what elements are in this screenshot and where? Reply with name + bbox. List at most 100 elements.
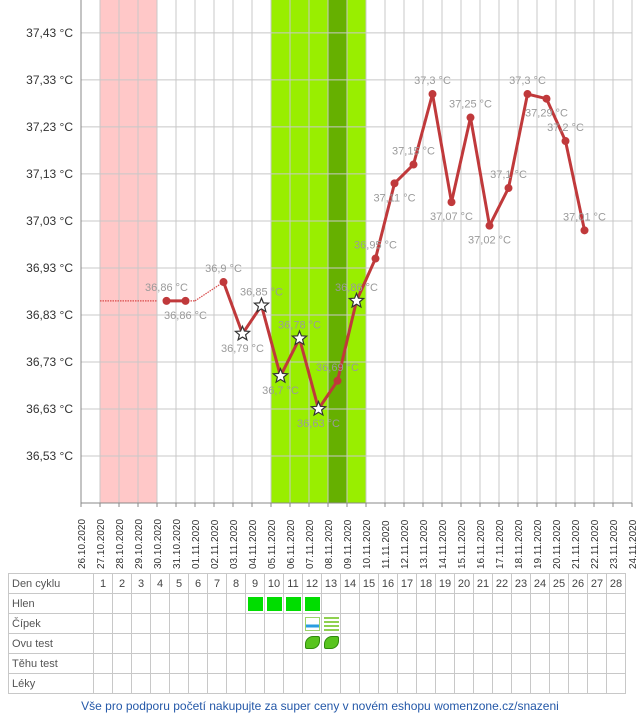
- table-cell[interactable]: [207, 613, 227, 634]
- table-cell[interactable]: [473, 653, 493, 674]
- table-cell[interactable]: [549, 653, 569, 674]
- table-cell[interactable]: [226, 593, 246, 614]
- table-cell[interactable]: [226, 653, 246, 674]
- table-cell[interactable]: [549, 593, 569, 614]
- table-cell[interactable]: [568, 593, 588, 614]
- table-cell[interactable]: [549, 613, 569, 634]
- table-cell[interactable]: [549, 673, 569, 694]
- table-cell[interactable]: [530, 613, 550, 634]
- table-cell[interactable]: 21: [473, 573, 493, 594]
- table-cell[interactable]: [93, 613, 113, 634]
- table-cell[interactable]: [150, 653, 170, 674]
- table-cell[interactable]: [283, 673, 303, 694]
- table-cell[interactable]: [169, 593, 189, 614]
- table-cell[interactable]: [511, 593, 531, 614]
- table-cell[interactable]: [511, 673, 531, 694]
- table-cell[interactable]: [321, 593, 341, 614]
- table-cell[interactable]: [397, 613, 417, 634]
- table-cell[interactable]: 3: [131, 573, 151, 594]
- table-cell[interactable]: [378, 633, 398, 654]
- table-cell[interactable]: [492, 633, 512, 654]
- table-cell[interactable]: [264, 653, 284, 674]
- table-cell[interactable]: 22: [492, 573, 512, 594]
- table-cell[interactable]: [112, 593, 132, 614]
- table-cell[interactable]: [245, 673, 265, 694]
- table-cell[interactable]: [150, 673, 170, 694]
- table-cell[interactable]: 23: [511, 573, 531, 594]
- table-cell[interactable]: [245, 593, 265, 614]
- table-cell[interactable]: [416, 673, 436, 694]
- table-cell[interactable]: [568, 613, 588, 634]
- table-cell[interactable]: [169, 633, 189, 654]
- table-cell[interactable]: [587, 593, 607, 614]
- table-cell[interactable]: [321, 633, 341, 654]
- table-cell[interactable]: [131, 633, 151, 654]
- table-cell[interactable]: 18: [416, 573, 436, 594]
- table-cell[interactable]: [264, 593, 284, 614]
- table-cell[interactable]: [606, 593, 626, 614]
- table-cell[interactable]: 1: [93, 573, 113, 594]
- table-cell[interactable]: [359, 593, 379, 614]
- table-cell[interactable]: [169, 653, 189, 674]
- table-cell[interactable]: [549, 633, 569, 654]
- table-cell[interactable]: 19: [435, 573, 455, 594]
- table-cell[interactable]: [245, 633, 265, 654]
- table-cell[interactable]: [207, 593, 227, 614]
- table-cell[interactable]: [283, 613, 303, 634]
- table-cell[interactable]: [188, 613, 208, 634]
- footer-promo-text[interactable]: Vše pro podporu početí nakupujte za supe…: [81, 699, 559, 713]
- table-cell[interactable]: [378, 613, 398, 634]
- table-cell[interactable]: [416, 633, 436, 654]
- table-cell[interactable]: [587, 613, 607, 634]
- table-cell[interactable]: [302, 633, 322, 654]
- table-cell[interactable]: [378, 653, 398, 674]
- table-cell[interactable]: [568, 633, 588, 654]
- table-cell[interactable]: [530, 593, 550, 614]
- table-cell[interactable]: [245, 653, 265, 674]
- table-cell[interactable]: [454, 673, 474, 694]
- table-cell[interactable]: [511, 653, 531, 674]
- table-cell[interactable]: [321, 653, 341, 674]
- table-cell[interactable]: [321, 673, 341, 694]
- table-cell[interactable]: [93, 653, 113, 674]
- table-cell[interactable]: [454, 613, 474, 634]
- table-cell[interactable]: [416, 613, 436, 634]
- table-cell[interactable]: 8: [226, 573, 246, 594]
- table-cell[interactable]: [454, 633, 474, 654]
- table-cell[interactable]: [511, 633, 531, 654]
- table-cell[interactable]: 11: [283, 573, 303, 594]
- table-cell[interactable]: [226, 613, 246, 634]
- table-cell[interactable]: [283, 593, 303, 614]
- table-cell[interactable]: [511, 613, 531, 634]
- table-cell[interactable]: [492, 673, 512, 694]
- table-cell[interactable]: [340, 673, 360, 694]
- table-cell[interactable]: 12: [302, 573, 322, 594]
- table-cell[interactable]: 5: [169, 573, 189, 594]
- table-cell[interactable]: [492, 593, 512, 614]
- table-cell[interactable]: [568, 673, 588, 694]
- table-cell[interactable]: [150, 613, 170, 634]
- table-cell[interactable]: [226, 633, 246, 654]
- table-cell[interactable]: [264, 613, 284, 634]
- table-cell[interactable]: [606, 613, 626, 634]
- table-cell[interactable]: [435, 633, 455, 654]
- table-cell[interactable]: [473, 593, 493, 614]
- table-cell[interactable]: [587, 633, 607, 654]
- table-cell[interactable]: [568, 653, 588, 674]
- table-cell[interactable]: [112, 613, 132, 634]
- table-cell[interactable]: [340, 653, 360, 674]
- table-cell[interactable]: [321, 613, 341, 634]
- table-cell[interactable]: [397, 673, 417, 694]
- table-cell[interactable]: [397, 633, 417, 654]
- table-cell[interactable]: 7: [207, 573, 227, 594]
- table-cell[interactable]: [359, 633, 379, 654]
- table-cell[interactable]: 14: [340, 573, 360, 594]
- table-cell[interactable]: [587, 673, 607, 694]
- table-cell[interactable]: [340, 633, 360, 654]
- table-cell[interactable]: [606, 653, 626, 674]
- table-cell[interactable]: [112, 653, 132, 674]
- table-cell[interactable]: [93, 673, 113, 694]
- table-cell[interactable]: 17: [397, 573, 417, 594]
- table-cell[interactable]: [302, 593, 322, 614]
- table-cell[interactable]: [207, 673, 227, 694]
